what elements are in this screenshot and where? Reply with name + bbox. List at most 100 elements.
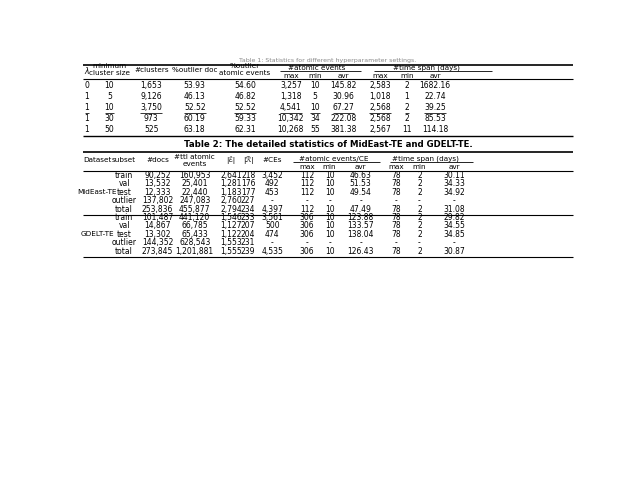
Text: 50: 50: [104, 125, 115, 134]
Text: %outlier
atomic events: %outlier atomic events: [220, 63, 271, 76]
Text: 55: 55: [310, 125, 320, 134]
Text: |ℛ|: |ℛ|: [243, 156, 253, 164]
Text: 4,397: 4,397: [261, 205, 283, 214]
Text: avr: avr: [355, 164, 366, 170]
Text: 2: 2: [417, 221, 422, 230]
Text: 247,083: 247,083: [179, 196, 211, 205]
Text: max: max: [283, 73, 299, 79]
Text: 2,568: 2,568: [369, 103, 391, 112]
Text: #time span (days): #time span (days): [392, 155, 459, 162]
Text: λ: λ: [84, 67, 89, 76]
Text: #clusters: #clusters: [134, 66, 168, 73]
Text: 46.63: 46.63: [349, 171, 371, 180]
Text: 176: 176: [241, 179, 255, 188]
Text: 1,653: 1,653: [140, 81, 162, 89]
Text: %outlier doc: %outlier doc: [172, 66, 218, 73]
Text: 3,561: 3,561: [261, 213, 283, 222]
Text: 10,342: 10,342: [278, 114, 304, 123]
Text: 306: 306: [300, 230, 314, 239]
Text: Table 2: The detailed statistics of MidEast-TE and GDELT-TE.: Table 2: The detailed statistics of MidE…: [184, 140, 472, 149]
Text: 90,252: 90,252: [144, 171, 171, 180]
Text: 34: 34: [310, 114, 320, 123]
Text: 62.31: 62.31: [234, 125, 256, 134]
Text: 85.53: 85.53: [424, 114, 446, 123]
Text: 1: 1: [84, 103, 90, 112]
Text: 10: 10: [324, 187, 334, 196]
Text: 137,802: 137,802: [142, 196, 173, 205]
Text: 78: 78: [392, 179, 401, 188]
Text: 3,452: 3,452: [261, 171, 283, 180]
Text: 133.57: 133.57: [348, 221, 374, 230]
Text: #CEs: #CEs: [262, 157, 282, 163]
Text: 5: 5: [312, 92, 317, 101]
Text: 34.33: 34.33: [444, 179, 465, 188]
Text: 52.52: 52.52: [234, 103, 256, 112]
Text: total: total: [115, 205, 133, 214]
Text: 231: 231: [241, 239, 255, 248]
Text: 4,535: 4,535: [261, 247, 283, 256]
Text: 233: 233: [241, 213, 255, 222]
Text: total: total: [115, 247, 133, 256]
Text: -: -: [395, 239, 397, 248]
Text: 3,750: 3,750: [140, 103, 162, 112]
Text: outlier: outlier: [111, 196, 137, 205]
Text: avr: avr: [338, 73, 349, 79]
Text: -: -: [271, 196, 273, 205]
Text: -: -: [418, 239, 421, 248]
Text: avr: avr: [449, 164, 460, 170]
Text: subset: subset: [112, 157, 136, 163]
Text: test: test: [116, 230, 132, 239]
Text: 222.08: 222.08: [330, 114, 356, 123]
Text: 10: 10: [324, 230, 334, 239]
Text: 63.18: 63.18: [184, 125, 205, 134]
Text: 1,553: 1,553: [220, 239, 242, 248]
Text: 2,583: 2,583: [369, 81, 391, 89]
Text: train: train: [115, 171, 133, 180]
Text: 3,257: 3,257: [280, 81, 301, 89]
Text: 306: 306: [300, 221, 314, 230]
Text: 1,183: 1,183: [220, 187, 242, 196]
Text: -: -: [359, 239, 362, 248]
Text: 123.88: 123.88: [348, 213, 374, 222]
Text: 138.04: 138.04: [348, 230, 374, 239]
Text: val: val: [118, 179, 130, 188]
Text: 30: 30: [104, 114, 115, 123]
Text: 177: 177: [241, 187, 255, 196]
Text: 500: 500: [265, 221, 280, 230]
Text: 306: 306: [300, 213, 314, 222]
Text: 1,281: 1,281: [220, 179, 242, 188]
Text: 218: 218: [241, 171, 255, 180]
Text: min: min: [413, 164, 426, 170]
Text: 492: 492: [265, 179, 280, 188]
Text: 253,836: 253,836: [142, 205, 173, 214]
Text: 34.85: 34.85: [444, 230, 465, 239]
Text: 126.43: 126.43: [348, 247, 374, 256]
Text: 66,785: 66,785: [181, 221, 208, 230]
Text: 204: 204: [241, 230, 255, 239]
Text: Table 1: Statistics for different hyperparameter settings.: Table 1: Statistics for different hyperp…: [239, 58, 417, 63]
Text: 1,018: 1,018: [369, 92, 390, 101]
Text: train: train: [115, 213, 133, 222]
Text: 2: 2: [417, 171, 422, 180]
Text: max: max: [388, 164, 404, 170]
Text: 2: 2: [404, 114, 410, 123]
Text: 49.54: 49.54: [349, 187, 371, 196]
Text: 1,122: 1,122: [220, 230, 242, 239]
Text: val: val: [118, 221, 130, 230]
Text: 10: 10: [324, 205, 334, 214]
Text: 1: 1: [84, 125, 90, 134]
Text: 441,120: 441,120: [179, 213, 211, 222]
Text: 67.27: 67.27: [333, 103, 355, 112]
Text: 227: 227: [241, 196, 255, 205]
Text: 78: 78: [392, 187, 401, 196]
Text: 2,760: 2,760: [220, 196, 242, 205]
Text: avr: avr: [429, 73, 441, 79]
Text: max: max: [300, 164, 315, 170]
Text: 10: 10: [324, 171, 334, 180]
Text: 78: 78: [392, 247, 401, 256]
Text: 2,794: 2,794: [220, 205, 242, 214]
Text: 474: 474: [265, 230, 280, 239]
Text: 59.33: 59.33: [234, 114, 256, 123]
Text: -: -: [328, 239, 331, 248]
Text: 628,543: 628,543: [179, 239, 211, 248]
